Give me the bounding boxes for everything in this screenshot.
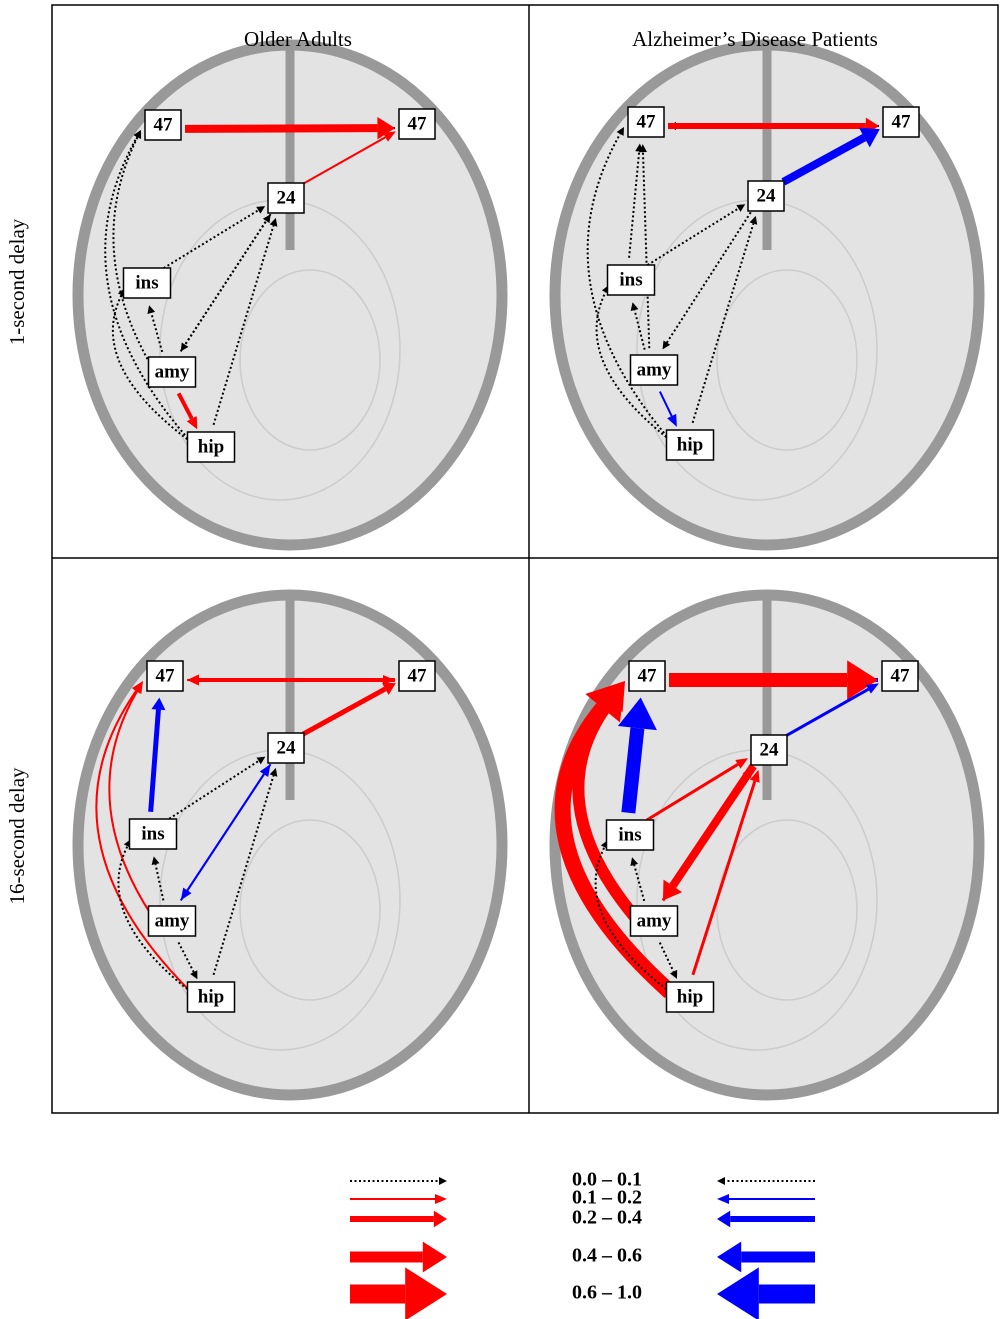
- region-label: 24: [277, 187, 297, 208]
- region-label: ins: [618, 824, 641, 845]
- connection: [185, 128, 377, 129]
- region-label: 24: [760, 739, 780, 760]
- region-label: amy: [155, 361, 190, 382]
- legend-label: 0.1 – 0.2: [572, 1187, 642, 1209]
- arrowhead: [717, 1242, 741, 1273]
- region-label: ins: [141, 823, 164, 844]
- row-label: 16-second delay: [5, 767, 29, 905]
- arrowhead: [717, 1267, 759, 1319]
- column-title: Alzheimer’s Disease Patients: [632, 27, 878, 51]
- legend: 0.0 – 0.10.1 – 0.20.2 – 0.40.4 – 0.60.6 …: [350, 1169, 815, 1319]
- arrowhead: [439, 1177, 447, 1185]
- arrowhead: [423, 1242, 447, 1273]
- arrowhead: [434, 1211, 447, 1228]
- legend-label: 0.6 – 1.0: [572, 1282, 642, 1304]
- region-label: 47: [637, 111, 657, 132]
- region-label: amy: [155, 910, 190, 931]
- region-label: hip: [198, 436, 224, 457]
- figure: 47 47 24 ins amy hip 47 47 24 ins amy hip 47 47 24 ins a…: [0, 0, 1000, 1319]
- region-label: 47: [892, 111, 912, 132]
- arrowhead: [405, 1267, 447, 1319]
- region-label: 47: [638, 665, 658, 686]
- region-label: 24: [277, 737, 297, 758]
- legend-label: 0.4 – 0.6: [572, 1245, 642, 1267]
- region-label: 24: [757, 185, 777, 206]
- region-label: hip: [677, 986, 703, 1007]
- region-label: ins: [619, 269, 642, 290]
- legend-label: 0.2 – 0.4: [572, 1207, 642, 1229]
- region-label: 47: [156, 665, 176, 686]
- region-label: hip: [198, 986, 224, 1007]
- region-label: 47: [408, 665, 428, 686]
- region-label: 47: [891, 665, 911, 686]
- region-label: hip: [677, 434, 703, 455]
- arrowhead: [717, 1194, 729, 1204]
- connection: [628, 728, 637, 813]
- arrowhead: [435, 1194, 447, 1204]
- region-label: 47: [154, 114, 174, 135]
- region-label: amy: [637, 910, 672, 931]
- arrowhead: [717, 1211, 730, 1228]
- arrowhead: [717, 1177, 725, 1185]
- region-label: amy: [637, 359, 672, 380]
- column-title: Older Adults: [244, 27, 352, 51]
- region-label: ins: [135, 272, 158, 293]
- region-label: 47: [408, 113, 428, 134]
- row-label: 1-second delay: [5, 218, 29, 345]
